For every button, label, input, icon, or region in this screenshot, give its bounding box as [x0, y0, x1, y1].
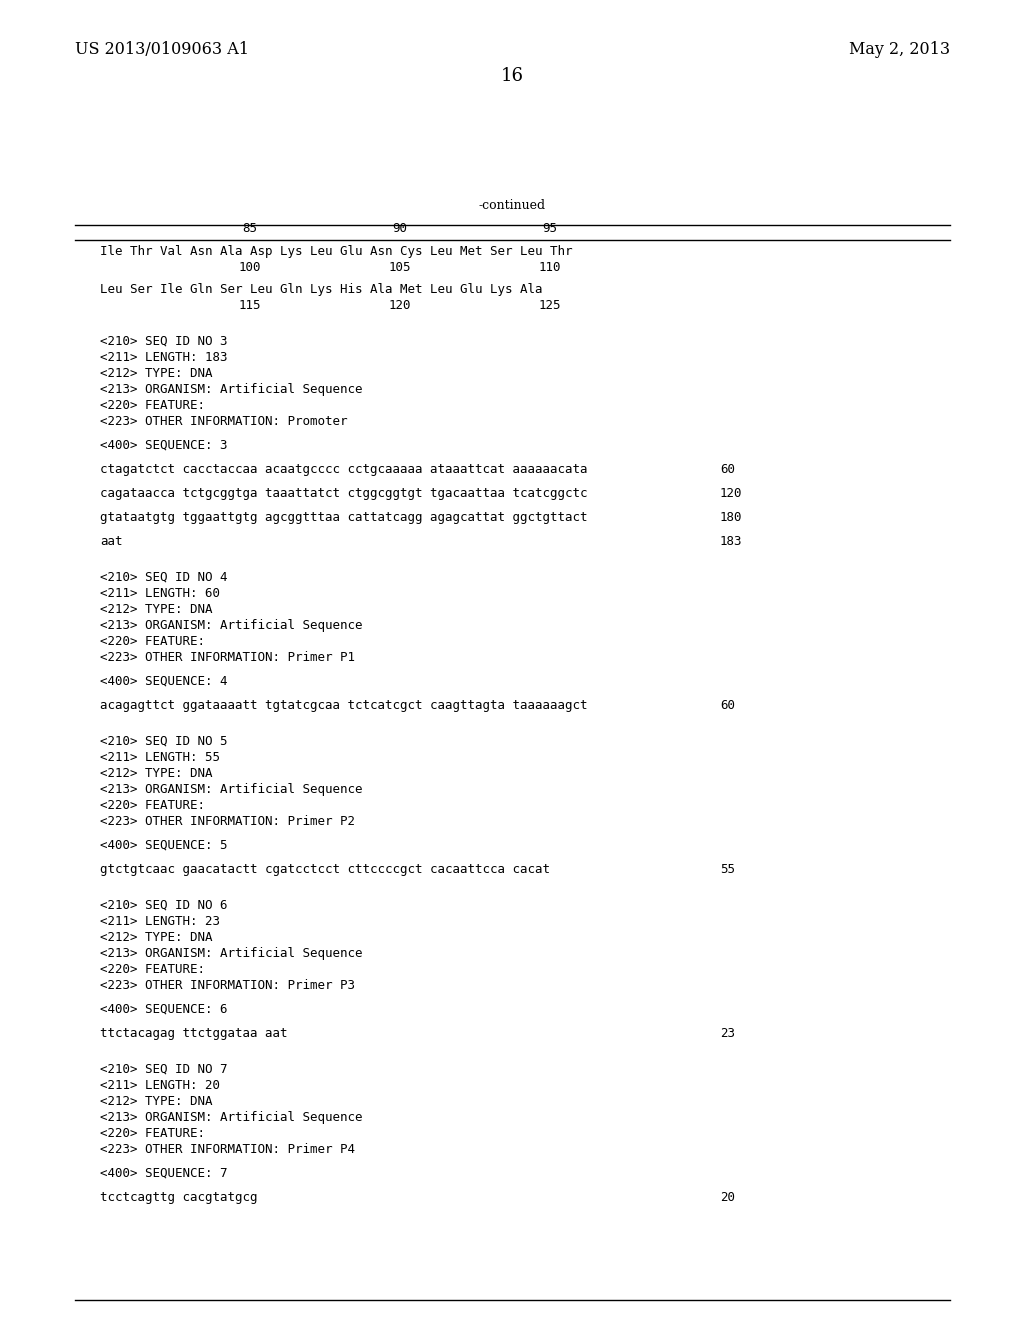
Text: 183: 183	[720, 535, 742, 548]
Text: 16: 16	[501, 67, 523, 84]
Text: <400> SEQUENCE: 5: <400> SEQUENCE: 5	[100, 840, 227, 851]
Text: 90: 90	[392, 222, 408, 235]
Text: 120: 120	[720, 487, 742, 500]
Text: <212> TYPE: DNA: <212> TYPE: DNA	[100, 603, 213, 616]
Text: <223> OTHER INFORMATION: Primer P3: <223> OTHER INFORMATION: Primer P3	[100, 979, 355, 993]
Text: <213> ORGANISM: Artificial Sequence: <213> ORGANISM: Artificial Sequence	[100, 946, 362, 960]
Text: <220> FEATURE:: <220> FEATURE:	[100, 399, 205, 412]
Text: May 2, 2013: May 2, 2013	[849, 41, 950, 58]
Text: 60: 60	[720, 700, 735, 711]
Text: <211> LENGTH: 23: <211> LENGTH: 23	[100, 915, 220, 928]
Text: 20: 20	[720, 1191, 735, 1204]
Text: <212> TYPE: DNA: <212> TYPE: DNA	[100, 1096, 213, 1107]
Text: -continued: -continued	[478, 199, 546, 213]
Text: <223> OTHER INFORMATION: Primer P2: <223> OTHER INFORMATION: Primer P2	[100, 814, 355, 828]
Text: <211> LENGTH: 60: <211> LENGTH: 60	[100, 587, 220, 601]
Text: 60: 60	[720, 463, 735, 477]
Text: cagataacca tctgcggtga taaattatct ctggcggtgt tgacaattaa tcatcggctc: cagataacca tctgcggtga taaattatct ctggcgg…	[100, 487, 588, 500]
Text: <211> LENGTH: 183: <211> LENGTH: 183	[100, 351, 227, 364]
Text: <400> SEQUENCE: 7: <400> SEQUENCE: 7	[100, 1167, 227, 1180]
Text: gtctgtcaac gaacatactt cgatcctcct cttccccgct cacaattcca cacat: gtctgtcaac gaacatactt cgatcctcct cttcccc…	[100, 863, 550, 876]
Text: <210> SEQ ID NO 3: <210> SEQ ID NO 3	[100, 335, 227, 348]
Text: <213> ORGANISM: Artificial Sequence: <213> ORGANISM: Artificial Sequence	[100, 383, 362, 396]
Text: <400> SEQUENCE: 4: <400> SEQUENCE: 4	[100, 675, 227, 688]
Text: Ile Thr Val Asn Ala Asp Lys Leu Glu Asn Cys Leu Met Ser Leu Thr: Ile Thr Val Asn Ala Asp Lys Leu Glu Asn …	[100, 246, 572, 257]
Text: 95: 95	[543, 222, 557, 235]
Text: acagagttct ggataaaatt tgtatcgcaa tctcatcgct caagttagta taaaaaagct: acagagttct ggataaaatt tgtatcgcaa tctcatc…	[100, 700, 588, 711]
Text: <212> TYPE: DNA: <212> TYPE: DNA	[100, 931, 213, 944]
Text: <220> FEATURE:: <220> FEATURE:	[100, 799, 205, 812]
Text: <211> LENGTH: 55: <211> LENGTH: 55	[100, 751, 220, 764]
Text: <223> OTHER INFORMATION: Primer P1: <223> OTHER INFORMATION: Primer P1	[100, 651, 355, 664]
Text: <220> FEATURE:: <220> FEATURE:	[100, 964, 205, 975]
Text: ttctacagag ttctggataa aat: ttctacagag ttctggataa aat	[100, 1027, 288, 1040]
Text: <213> ORGANISM: Artificial Sequence: <213> ORGANISM: Artificial Sequence	[100, 1111, 362, 1125]
Text: 105: 105	[389, 261, 412, 275]
Text: <223> OTHER INFORMATION: Promoter: <223> OTHER INFORMATION: Promoter	[100, 414, 347, 428]
Text: tcctcagttg cacgtatgcg: tcctcagttg cacgtatgcg	[100, 1191, 257, 1204]
Text: <212> TYPE: DNA: <212> TYPE: DNA	[100, 367, 213, 380]
Text: 110: 110	[539, 261, 561, 275]
Text: Leu Ser Ile Gln Ser Leu Gln Lys His Ala Met Leu Glu Lys Ala: Leu Ser Ile Gln Ser Leu Gln Lys His Ala …	[100, 282, 543, 296]
Text: <400> SEQUENCE: 3: <400> SEQUENCE: 3	[100, 440, 227, 451]
Text: <210> SEQ ID NO 7: <210> SEQ ID NO 7	[100, 1063, 227, 1076]
Text: 125: 125	[539, 300, 561, 312]
Text: <220> FEATURE:: <220> FEATURE:	[100, 1127, 205, 1140]
Text: <400> SEQUENCE: 6: <400> SEQUENCE: 6	[100, 1003, 227, 1016]
Text: ctagatctct cacctaccaa acaatgcccc cctgcaaaaa ataaattcat aaaaaacata: ctagatctct cacctaccaa acaatgcccc cctgcaa…	[100, 463, 588, 477]
Text: <212> TYPE: DNA: <212> TYPE: DNA	[100, 767, 213, 780]
Text: US 2013/0109063 A1: US 2013/0109063 A1	[75, 41, 249, 58]
Text: aat: aat	[100, 535, 123, 548]
Text: 120: 120	[389, 300, 412, 312]
Text: <210> SEQ ID NO 4: <210> SEQ ID NO 4	[100, 572, 227, 583]
Text: 115: 115	[239, 300, 261, 312]
Text: 23: 23	[720, 1027, 735, 1040]
Text: <213> ORGANISM: Artificial Sequence: <213> ORGANISM: Artificial Sequence	[100, 783, 362, 796]
Text: <211> LENGTH: 20: <211> LENGTH: 20	[100, 1078, 220, 1092]
Text: <210> SEQ ID NO 6: <210> SEQ ID NO 6	[100, 899, 227, 912]
Text: 100: 100	[239, 261, 261, 275]
Text: <213> ORGANISM: Artificial Sequence: <213> ORGANISM: Artificial Sequence	[100, 619, 362, 632]
Text: <223> OTHER INFORMATION: Primer P4: <223> OTHER INFORMATION: Primer P4	[100, 1143, 355, 1156]
Text: gtataatgtg tggaattgtg agcggtttaa cattatcagg agagcattat ggctgttact: gtataatgtg tggaattgtg agcggtttaa cattatc…	[100, 511, 588, 524]
Text: <220> FEATURE:: <220> FEATURE:	[100, 635, 205, 648]
Text: <210> SEQ ID NO 5: <210> SEQ ID NO 5	[100, 735, 227, 748]
Text: 85: 85	[243, 222, 257, 235]
Text: 55: 55	[720, 863, 735, 876]
Text: 180: 180	[720, 511, 742, 524]
